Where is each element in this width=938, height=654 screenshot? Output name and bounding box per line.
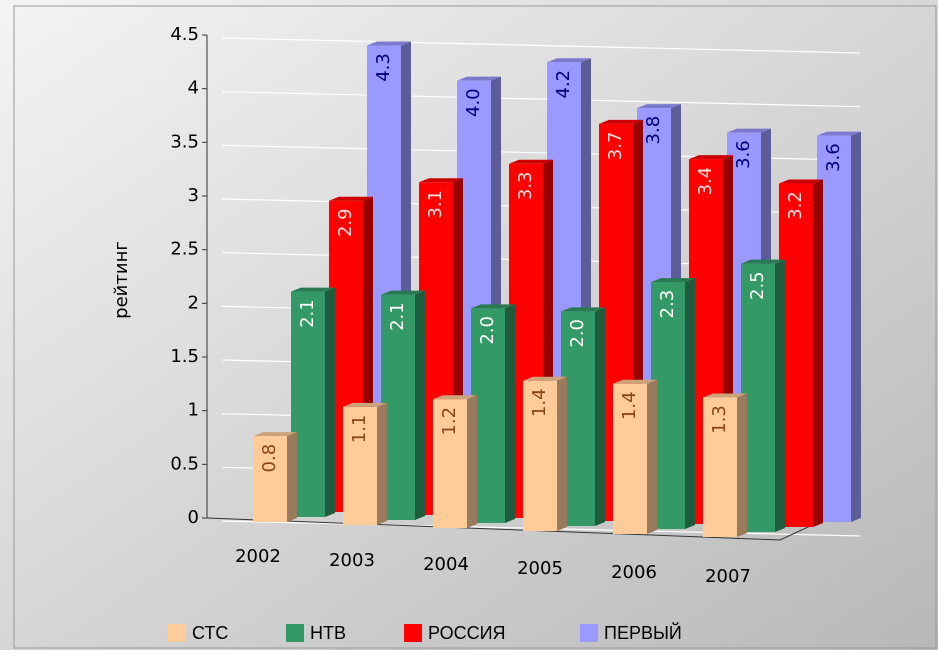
value-label: 2.1 [297,299,318,328]
bar-side [595,307,605,526]
bar-top [457,76,501,81]
bar-top [637,104,681,109]
bar-top [471,304,515,309]
bar-top [367,41,411,46]
bar-top [547,58,591,63]
bar [253,436,287,522]
bar-side [813,179,823,528]
value-label: 3.6 [823,143,844,172]
bar-top [613,379,657,384]
bar-top [523,376,567,381]
bar-top [599,119,643,124]
bar-side [287,432,297,522]
value-label: 3.3 [515,171,536,200]
value-label: 4.0 [463,88,484,117]
x-tick-label: 2002 [235,546,281,567]
bar [343,406,377,525]
value-label: 1.4 [529,388,550,417]
bar [433,399,467,528]
legend-label: НТВ [310,623,346,643]
value-label: 2.9 [335,208,356,237]
bar-top [561,307,605,312]
bar-top [419,178,463,183]
bar-side [415,290,425,520]
bar-top [381,290,425,295]
bar-top [779,179,823,184]
x-tick-label: 2003 [329,550,375,571]
bar-top [329,196,373,201]
bar-side [775,259,785,532]
value-label: 0.8 [259,444,280,473]
bar [523,380,557,531]
y-tick-label: 3.5 [170,131,199,152]
y-axis-label: рейтинг [111,241,132,319]
bar-side [647,379,657,534]
frame [13,5,937,649]
value-label: 4.2 [553,70,574,99]
value-label: 3.2 [785,191,806,220]
bar-side [377,402,387,525]
value-label: 3.6 [733,140,754,169]
value-label: 3.1 [425,190,446,219]
value-label: 1.4 [619,391,640,420]
bar-top [727,128,771,133]
x-tick-label: 2007 [705,566,751,587]
bar-top [253,432,297,437]
value-label: 3.7 [605,132,626,161]
bar-top [433,395,477,400]
value-label: 3.8 [643,116,664,145]
value-label: 2.0 [567,319,588,348]
bar-top [741,259,785,264]
bar-side [557,376,567,531]
value-label: 2.1 [387,302,408,331]
value-label: 1.3 [709,405,730,434]
x-tick-label: 2004 [423,554,469,575]
x-tick-label: 2005 [517,558,563,579]
bar-top [703,393,747,398]
bar-top [817,131,861,136]
bar-side [325,287,335,517]
value-label: 2.5 [747,271,768,300]
legend-swatch [404,624,422,642]
value-label: 3.4 [695,167,716,196]
y-tick-label: 1 [188,400,199,421]
value-label: 1.1 [349,415,370,444]
bar-top [343,402,387,407]
bar [613,383,647,534]
bar-side [685,278,695,529]
bar-side [467,395,477,528]
y-tick-label: 4.5 [170,24,199,45]
bar [703,397,737,537]
bar-top [509,159,553,164]
bar-side [851,131,861,522]
y-tick-label: 4 [188,78,199,99]
value-label: 4.3 [373,53,394,82]
value-label: 1.2 [439,407,460,436]
legend-label: СТС [192,623,228,643]
grid-line [221,37,861,54]
y-tick-label: 3 [188,185,199,206]
legend-swatch [286,624,304,642]
y-tick-label: 0 [188,507,199,528]
legend-label: ПЕРВЫЙ [604,622,682,643]
legend-label: РОССИЯ [428,623,506,643]
value-label: 2.0 [477,316,498,345]
x-tick-label: 2006 [611,562,657,583]
bar-top [291,287,335,292]
y-tick-label: 1.5 [170,346,199,367]
value-label: 2.3 [657,290,678,319]
bar-top [651,278,695,283]
bar-side [737,393,747,537]
legend-swatch [168,624,186,642]
bar-side [505,304,515,523]
y-tick-label: 2.5 [170,239,199,260]
grid-line [221,91,861,108]
legend-swatch [580,624,598,642]
bar-top [689,155,733,160]
y-tick-label: 0.5 [170,453,199,474]
y-tick-label: 2 [188,292,199,313]
